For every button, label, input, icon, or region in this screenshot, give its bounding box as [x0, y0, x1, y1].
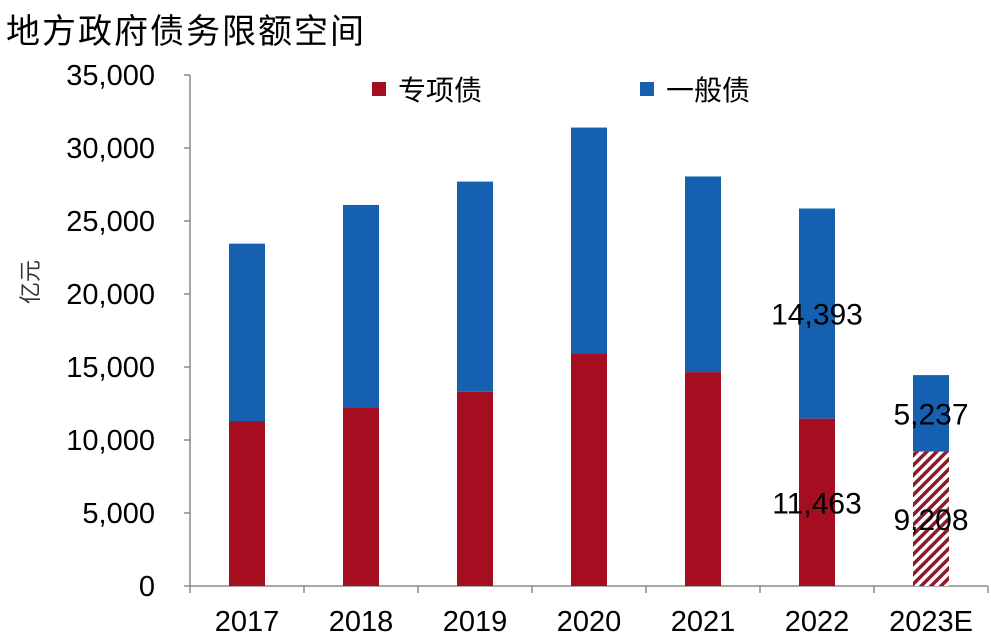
bar-general-bond-2018 — [343, 204, 379, 408]
bar-general-bond-2020 — [571, 127, 607, 354]
bar-special-bond-2018 — [343, 407, 379, 586]
x-tick-label: 2019 — [443, 606, 508, 638]
x-tick-label: 2022 — [785, 606, 850, 638]
y-tick-label: 10,000 — [66, 425, 155, 457]
bar-special-bond-2021 — [685, 372, 721, 586]
y-tick-label: 25,000 — [66, 206, 155, 238]
x-tick-label: 2018 — [329, 606, 394, 638]
data-labels: 14,393 11,463 5,237 9,208 — [771, 299, 968, 537]
x-tick-label: 2023E — [889, 606, 973, 638]
data-label: 9,208 — [893, 504, 968, 537]
bars — [229, 127, 949, 586]
bar-general-bond-2019 — [457, 181, 493, 392]
x-tick-label: 2020 — [557, 606, 622, 638]
legend-label: 专项债 — [398, 74, 482, 107]
chart-title: 地方政府债务限额空间 — [6, 12, 366, 52]
bar-special-bond-2022 — [799, 418, 835, 586]
bar-special-bond-2017 — [229, 421, 265, 586]
legend-swatch-general-bond — [640, 82, 654, 96]
legend-swatch-special-bond — [372, 82, 386, 96]
y-tick-label: 30,000 — [66, 133, 155, 165]
x-tick-label: 2021 — [671, 606, 736, 638]
bar-special-bond-2019 — [457, 391, 493, 586]
data-label: 11,463 — [772, 487, 862, 520]
y-tick-label: 20,000 — [66, 279, 155, 311]
data-label: 5,237 — [893, 398, 968, 431]
bar-general-bond-2023E — [913, 375, 949, 452]
axes: 0 5,000 10,000 15,000 20,000 25,000 30,000 35,0… — [19, 60, 989, 638]
bar-general-bond-2017 — [229, 243, 265, 422]
y-tick-label: 35,000 — [66, 60, 155, 92]
data-label: 14,393 — [771, 299, 863, 332]
x-tick-label: 2017 — [215, 606, 280, 638]
y-tick-label: 0 — [139, 571, 155, 603]
y-tick-label: 15,000 — [66, 352, 155, 384]
bar-general-bond-2021 — [685, 176, 721, 373]
y-tick-label: 5,000 — [82, 498, 155, 530]
bar-special-bond-2020 — [571, 353, 607, 586]
y-axis-label: 亿元 — [19, 260, 44, 304]
bar-general-bond-2022 — [799, 208, 835, 419]
legend-label: 一般债 — [666, 74, 750, 107]
legend: 专项债 一般债 — [372, 74, 750, 107]
bar-special-bond-2023E — [913, 451, 949, 586]
